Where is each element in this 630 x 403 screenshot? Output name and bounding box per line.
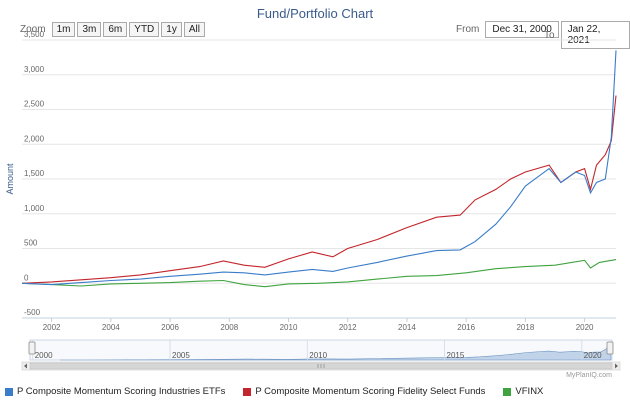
scroll-left-arrow-icon[interactable]: [24, 363, 27, 369]
zoom-1y-button[interactable]: 1y: [161, 22, 182, 37]
x-tick-label: 2014: [398, 323, 416, 332]
legend: P Composite Momentum Scoring Industries …: [5, 386, 561, 397]
scroll-right-arrow-icon[interactable]: [615, 363, 618, 369]
legend-swatch-series2: [243, 387, 252, 396]
y-tick-label: 0: [24, 273, 29, 282]
legend-swatch-series3: [503, 387, 512, 396]
y-axis-label: Amount: [5, 163, 15, 195]
legend-swatch-series1: [5, 387, 13, 396]
zoom-6m-button[interactable]: 6m: [103, 22, 128, 37]
x-tick-label: 2004: [102, 323, 120, 332]
series-line-3: [21, 259, 617, 288]
zoom-1m-button[interactable]: 1m: [51, 22, 76, 37]
range-from: From Dec 31, 2000: [456, 21, 559, 38]
series-line-2: [21, 95, 617, 284]
legend-item-series3[interactable]: VFINX: [503, 386, 543, 397]
y-tick-label: 1,000: [24, 204, 45, 213]
zoom-all-button[interactable]: All: [183, 22, 205, 37]
zoom-ytd-button[interactable]: YTD: [129, 22, 160, 37]
legend-label-series3: VFINX: [515, 386, 544, 397]
y-tick-label: 3,000: [24, 65, 45, 74]
navigator-left-handle[interactable]: [28, 341, 36, 355]
from-label: From: [456, 24, 480, 35]
legend-item-series2[interactable]: P Composite Momentum Scoring Fidelity Se…: [243, 386, 485, 397]
scrollbar-grip-icon: [317, 364, 325, 368]
zoom-label: Zoom: [20, 24, 46, 35]
navigator-tick-label: 2005: [172, 351, 190, 360]
chart-title: Fund/Portfolio Chart: [256, 6, 374, 21]
navigator-tick-label: 2020: [584, 351, 602, 360]
x-tick-label: 2018: [516, 323, 534, 332]
legend-label-series1: P Composite Momentum Scoring Industries …: [17, 386, 226, 397]
navigator-right-handle[interactable]: [606, 341, 614, 355]
x-tick-label: 2006: [161, 323, 179, 332]
to-label: To: [544, 29, 555, 41]
x-tick-label: 2002: [43, 323, 61, 332]
y-tick-label: 500: [24, 239, 38, 248]
x-tick-label: 2016: [457, 323, 475, 332]
legend-item-series1[interactable]: P Composite Momentum Scoring Industries …: [5, 386, 225, 397]
zoom-toolbar: Zoom 1m 3m 6m YTD 1y All: [20, 22, 205, 37]
navigator-tick-label: 2000: [35, 351, 53, 360]
y-tick-label: 3,500: [24, 30, 45, 39]
x-tick-label: 2008: [220, 323, 238, 332]
y-tick-label: 2,500: [24, 100, 45, 109]
from-date-input[interactable]: Dec 31, 2000: [485, 21, 559, 38]
x-tick-label: 2012: [339, 323, 357, 332]
y-tick-label: 1,500: [24, 169, 45, 178]
series-line-1: [21, 50, 617, 286]
navigator-tick-label: 2010: [309, 351, 327, 360]
x-tick-label: 2020: [576, 323, 594, 332]
range-to: To Jan 22, 2021: [544, 21, 630, 49]
y-tick-label: -500: [24, 308, 41, 317]
to-date-input[interactable]: Jan 22, 2021: [560, 21, 630, 49]
zoom-3m-button[interactable]: 3m: [77, 22, 102, 37]
credit-text[interactable]: MyPlanIQ.com: [566, 372, 612, 379]
legend-label-series2: P Composite Momentum Scoring Fidelity Se…: [255, 386, 486, 397]
x-tick-label: 2010: [280, 323, 298, 332]
navigator-tick-label: 2015: [447, 351, 465, 360]
y-tick-label: 2,000: [24, 134, 45, 143]
